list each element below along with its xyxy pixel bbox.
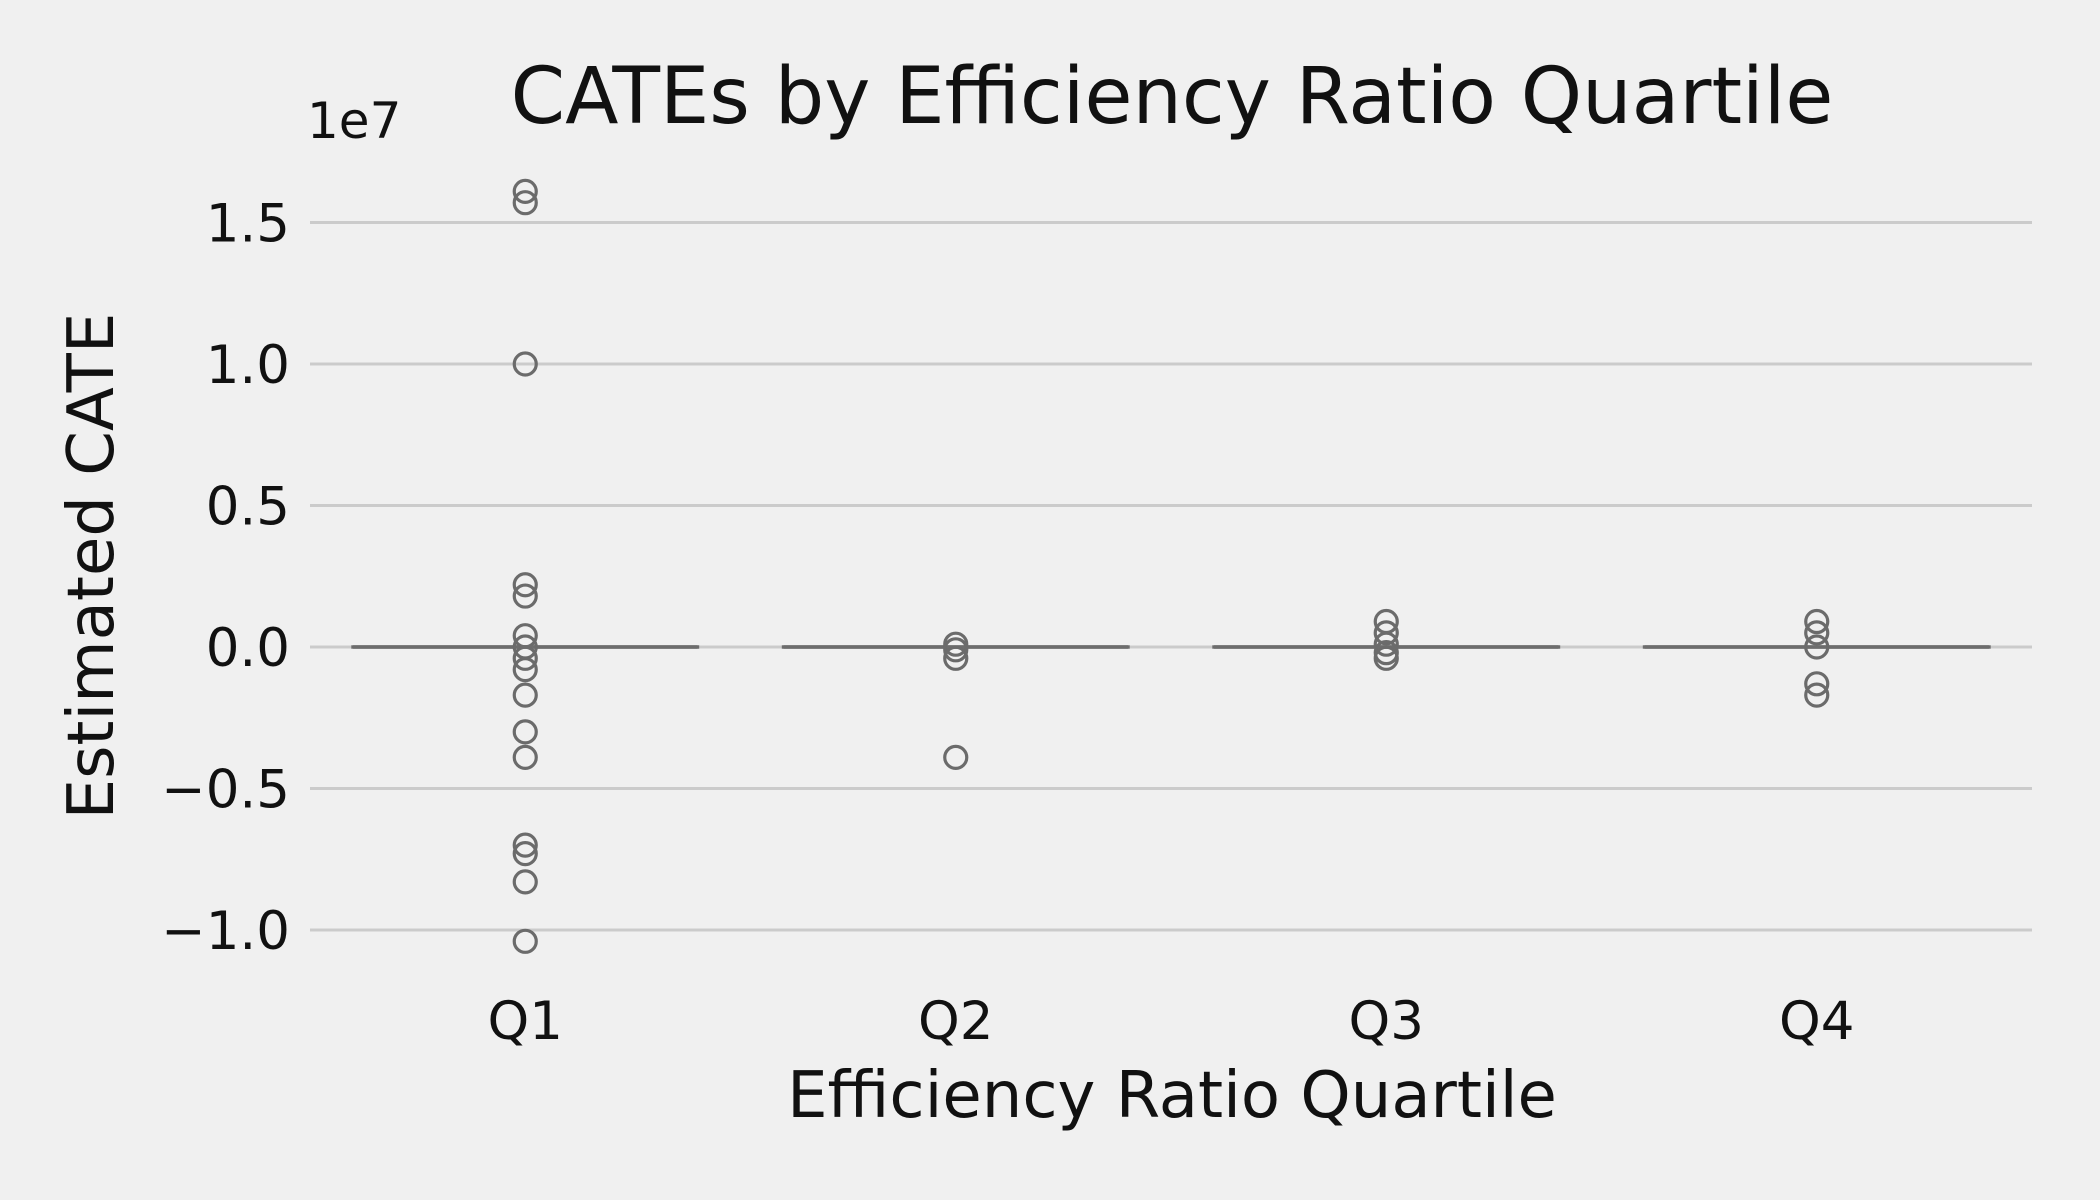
outlier-point bbox=[512, 840, 538, 867]
y-axis-label: Estimated CATE bbox=[55, 313, 129, 820]
x-tick-label: Q2 bbox=[918, 991, 993, 1052]
x-tick-label: Q3 bbox=[1349, 991, 1424, 1052]
y-tick-label: −0.5 bbox=[161, 760, 290, 821]
outlier-point bbox=[1373, 645, 1399, 671]
outlier-point bbox=[1373, 620, 1399, 646]
y-tick-label: 1.5 bbox=[206, 194, 290, 255]
outlier-point bbox=[1804, 634, 1830, 660]
outlier-point bbox=[512, 190, 538, 216]
outlier-point bbox=[512, 832, 538, 858]
x-tick-label: Q4 bbox=[1779, 991, 1854, 1052]
y-tick-label: −1.0 bbox=[161, 901, 290, 962]
outlier-point bbox=[1804, 620, 1830, 646]
outlier-points bbox=[512, 178, 1830, 954]
outlier-point bbox=[1804, 682, 1830, 708]
y-tick-label: 0.0 bbox=[206, 618, 290, 679]
x-tick-labels: Q1 Q2 Q3 Q4 bbox=[488, 991, 1855, 1052]
outlier-point bbox=[1804, 671, 1830, 697]
outlier-point bbox=[512, 869, 538, 895]
y-tick-labels: −1.0 −0.5 0.0 0.5 1.0 1.5 bbox=[161, 194, 290, 963]
outlier-point bbox=[512, 572, 538, 598]
outlier-point bbox=[512, 178, 538, 204]
outlier-point bbox=[1804, 608, 1830, 635]
y-axis-offset-label: 1e7 bbox=[307, 92, 401, 150]
outlier-point bbox=[512, 657, 538, 683]
outlier-point bbox=[512, 928, 538, 954]
x-tick-label: Q1 bbox=[488, 991, 563, 1052]
outlier-point bbox=[512, 719, 538, 745]
y-tick-label: 1.0 bbox=[206, 335, 290, 396]
outlier-point bbox=[512, 682, 538, 708]
x-axis-label: Efficiency Ratio Quartile bbox=[787, 1059, 1557, 1133]
outlier-point bbox=[943, 744, 969, 770]
outlier-point bbox=[512, 351, 538, 377]
outlier-point bbox=[943, 637, 969, 663]
outlier-point bbox=[512, 645, 538, 671]
outlier-point bbox=[512, 583, 538, 609]
outlier-point bbox=[1373, 631, 1399, 657]
y-tick-label: 0.5 bbox=[206, 477, 290, 538]
outlier-point bbox=[943, 645, 969, 671]
outlier-point bbox=[512, 744, 538, 770]
chart-title: CATEs by Efficiency Ratio Quartile bbox=[511, 52, 1834, 142]
